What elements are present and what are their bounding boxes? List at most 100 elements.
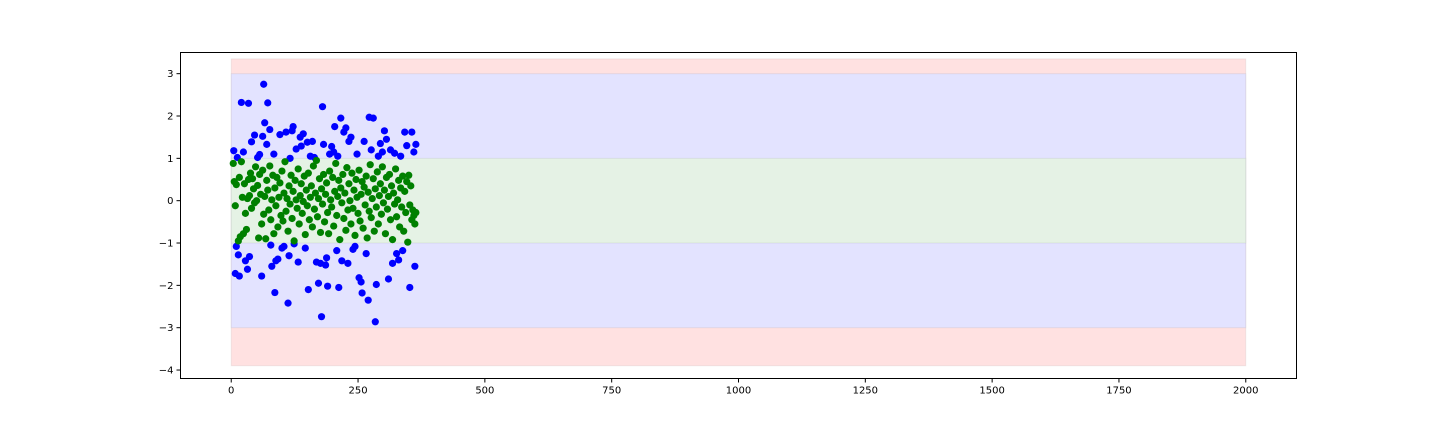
series-0-point-55 (319, 140, 328, 148)
series-1-point-160 (392, 213, 401, 221)
series-0-point-104 (410, 148, 418, 156)
series-1-point-101 (333, 211, 341, 220)
series-1-point-166 (399, 172, 407, 180)
series-1-point-77 (308, 223, 316, 231)
series-1-point-147 (379, 199, 388, 207)
series-1-point-76 (307, 182, 315, 190)
series-1-point-92 (324, 208, 332, 217)
series-1-point-102 (334, 192, 342, 201)
series-1-point-129 (361, 201, 369, 209)
series-1-point-130 (362, 172, 370, 180)
series-1-point-53 (284, 227, 292, 235)
series-1-point-110 (342, 226, 350, 234)
series-1-point-97 (329, 173, 337, 181)
series-0-point-29 (276, 131, 284, 139)
series-1-point-139 (371, 185, 379, 193)
series-0-point-103 (408, 128, 416, 136)
series-1-point-145 (377, 210, 385, 218)
series-1-point-73 (304, 169, 312, 177)
series-1-point-114 (346, 197, 354, 205)
series-1-point-143 (375, 192, 383, 200)
series-0-point-32 (282, 128, 290, 136)
series-1-point-93 (325, 230, 333, 238)
series-0-point-10 (244, 99, 253, 107)
series-1-point-18 (248, 175, 257, 183)
series-1-point-137 (369, 175, 377, 183)
x-tick-label-5: 1250 (853, 386, 878, 397)
series-1-point-98 (330, 222, 338, 230)
series-0-point-80 (362, 250, 370, 258)
series-0-point-69 (342, 124, 350, 132)
series-1-point-23 (254, 181, 262, 190)
series-1-point-67 (298, 209, 306, 217)
series-1-point-72 (303, 202, 311, 210)
series-1-point-119 (351, 231, 359, 239)
series-1-point-157 (389, 189, 398, 197)
series-0-point-92 (384, 275, 393, 283)
series-1-point-132 (364, 188, 372, 196)
series-1-point-71 (302, 186, 310, 194)
series-0-point-19 (261, 119, 269, 127)
series-1-point-128 (360, 183, 368, 191)
series-0-point-81 (364, 296, 372, 304)
series-1-point-30 (261, 192, 269, 201)
series-1-point-146 (378, 163, 386, 171)
bands-layer (230, 58, 1247, 367)
series-1-point-3 (232, 180, 240, 189)
series-1-point-142 (374, 220, 382, 228)
series-1-point-159 (391, 165, 400, 173)
series-1 (229, 156, 420, 246)
series-1-point-17 (247, 204, 256, 212)
series-0-point-20 (263, 140, 271, 148)
series-1-point-103 (335, 176, 343, 184)
y-tick-label-3: 0 (167, 196, 173, 207)
series-1-point-44 (275, 193, 283, 201)
series-1-point-32 (263, 176, 271, 184)
series-0-point-70 (344, 259, 352, 267)
series-0-point-28 (274, 255, 282, 263)
series-0-point-86 (372, 280, 380, 289)
series-0-point-44 (301, 244, 309, 252)
series-0-point-18 (260, 80, 268, 88)
series-0-point-25 (270, 150, 278, 158)
x-tick-label-1: 250 (348, 386, 367, 397)
series-0-point-57 (322, 254, 331, 262)
series-1-point-85 (316, 228, 325, 237)
series-0-point-15 (256, 150, 264, 159)
series-1-point-126 (358, 178, 366, 186)
series-1-point-109 (341, 189, 349, 197)
series-0-point-33 (284, 299, 292, 307)
series-1-point-155 (387, 182, 396, 190)
series-1-point-27 (258, 220, 266, 228)
series-1-point-47 (278, 167, 286, 175)
series-0-point-13 (250, 131, 259, 139)
series-1-point-94 (326, 167, 334, 175)
series-0-point-88 (376, 139, 384, 148)
series-0-point-91 (382, 135, 391, 143)
series-1-point-90 (321, 190, 330, 198)
series-0-point-6 (237, 98, 245, 107)
series-1-point-151 (383, 205, 392, 213)
series-0-point-106 (412, 140, 420, 148)
series-1-point-55 (286, 200, 294, 208)
series-0-point-2 (232, 242, 240, 251)
series-1-point-82 (313, 213, 322, 221)
series-0-point-54 (318, 103, 327, 111)
series-1-point-29 (260, 210, 268, 218)
series-0-point-84 (369, 114, 377, 122)
series-1-point-167 (400, 227, 408, 235)
series-1-point-111 (343, 164, 351, 172)
series-0-point-31 (280, 242, 288, 251)
series-0-point-97 (395, 256, 403, 264)
series-1-point-40 (271, 184, 279, 192)
series-1-point-104 (336, 236, 344, 244)
series-0-point-21 (264, 99, 272, 107)
series-1-point-31 (262, 235, 270, 243)
series-1-point-81 (312, 156, 321, 165)
series-0-point-100 (401, 128, 409, 136)
series-1-point-178 (411, 220, 419, 228)
x-tick-label-4: 1000 (726, 386, 751, 397)
series-1-point-75 (306, 193, 314, 201)
series-0-point-43 (299, 130, 307, 138)
series-1-point-80 (311, 189, 320, 197)
